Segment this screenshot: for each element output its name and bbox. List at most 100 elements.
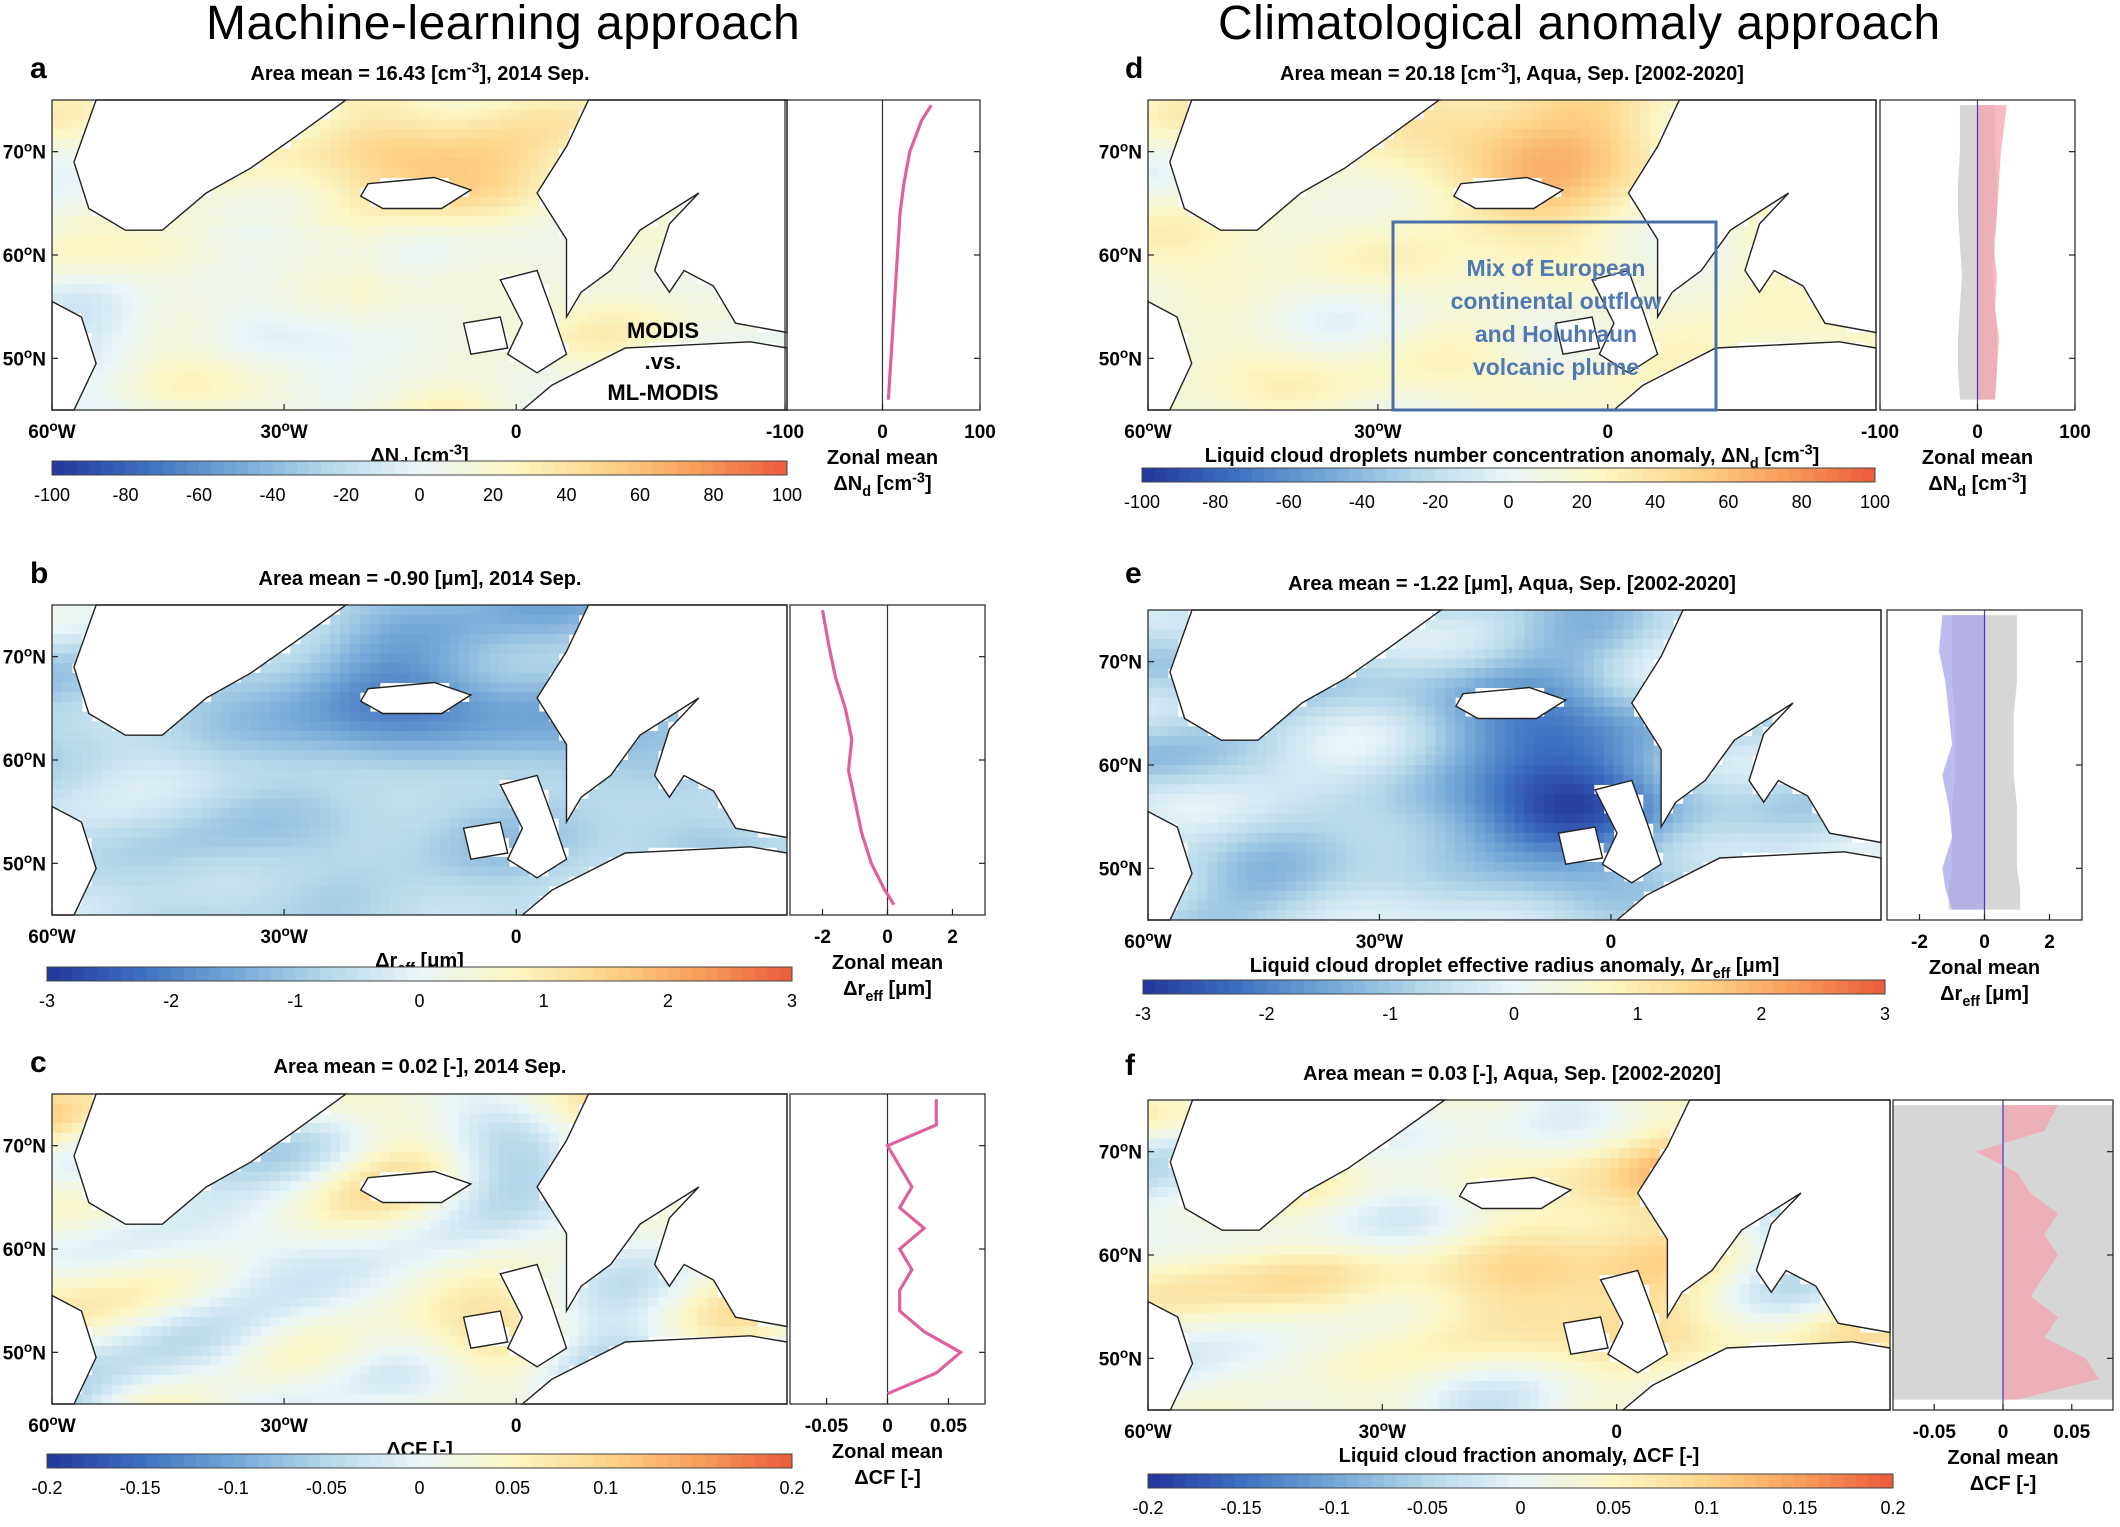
zonal-tick-label: 0.05 [930,1416,967,1437]
zonal-mean-area [1977,105,2007,400]
coastline [359,176,473,210]
colorbar-tick: 0.2 [1880,1498,1905,1518]
colorbar-c [46,1453,793,1469]
panel-title-a: Area mean = 16.43 [cm-3], 2014 Sep. [250,60,589,85]
modis-label-line: .vs. [645,349,682,374]
coastline [359,1170,473,1204]
colorbar-tick: 2 [1756,1004,1766,1024]
panel-label-b: b [30,557,48,590]
colorbar-tick: -0.05 [1407,1498,1448,1518]
lon-tick-label: 30oW [260,1413,308,1437]
zonal-xlabel: Δreff [μm] [1940,983,2029,1010]
colorbar-tick: -20 [333,485,359,505]
colorbar-tick: -0.15 [120,1478,161,1498]
colorbar-tick: 1 [1633,1004,1643,1024]
colorbar-tick: -0.2 [31,1478,62,1498]
colorbar-tick: -100 [34,485,70,505]
coastline [1591,269,1659,374]
colorbar-tick: 0.05 [495,1478,530,1498]
zonal-tick-label: 0 [1998,1422,2009,1443]
zonal-xlabel: ΔCF [-] [1970,1473,2037,1495]
region-box-label: volcanic plume [1473,354,1639,380]
heatmap-cells-b [52,605,788,916]
colorbar-a [51,460,788,476]
lon-tick-label: 60oW [28,924,76,948]
colorbar-e [1142,979,1886,995]
coastline [1454,686,1568,720]
lon-tick-label: 30oW [1359,1419,1407,1443]
colorbar-tick: -0.05 [306,1478,347,1498]
colorbar-tick: 20 [483,485,503,505]
coastline [499,269,568,374]
panel-title-f: Area mean = 0.03 [-], Aqua, Sep. [2002-2… [1303,1063,1721,1085]
panel-label-d: d [1125,52,1143,85]
modis-label-line: ML-MODIS [607,380,718,405]
map-xlabel-d: Liquid cloud droplets number concentrati… [1205,442,1820,472]
lon-tick-label: 30oW [260,924,308,948]
panel-d: d Area mean = 20.18 [cm-3], Aqua, Sep. [2… [1099,52,2091,512]
colorbar-tick: -40 [259,485,285,505]
lon-tick-label: 0 [511,1416,522,1437]
lon-tick-label: 0 [1611,1422,1622,1443]
panel-a: a Area mean = 16.43 [cm-3], 2014 Sep. 70oN… [3,52,996,505]
lat-tick-label: 50oN [1099,346,1142,370]
colorbar-tick: 0 [414,485,424,505]
coastline [536,604,788,839]
colorbar-tick: -0.15 [1221,1498,1262,1518]
lon-tick-label: 0 [511,422,522,443]
colorbar-tick: 2 [663,991,673,1011]
zonal-xlabel: ΔCF [-] [854,1467,921,1489]
colorbar-tick: 0 [414,991,424,1011]
lat-tick-label: 70oN [3,644,46,668]
panel-c: c Area mean = 0.02 [-], 2014 Sep. 70oN 60oN… [3,1046,986,1498]
panel-e: e Area mean = -1.22 [μm], Aqua, Sep. [200… [1099,557,2083,1024]
heatmap-cells-d [1148,100,1877,411]
lon-tick-label: 60oW [1124,929,1172,953]
colorbar-tick: 80 [703,485,723,505]
coastline [1452,176,1565,210]
coastline [1169,1099,1447,1231]
zonal-tick-label: -100 [1861,422,1899,443]
panel-b: b Area mean = -0.90 [μm], 2014 Sep. 70oN 60… [3,557,986,1011]
panel-label-c: c [30,1046,47,1079]
coastline [499,774,568,879]
zonal-tick-label: 0 [877,422,888,443]
colorbar-tick: 0.15 [1782,1498,1817,1518]
left-heading: Machine-learning approach [206,0,801,50]
coastline [1636,1099,1891,1334]
colorbar-tick: -3 [1135,1004,1151,1024]
zonal-tick-label: 100 [964,422,996,443]
colorbar-tick: 0.15 [681,1478,716,1498]
zonal-title: Zonal mean [832,1441,943,1463]
colorbar-tick: 3 [787,991,797,1011]
zonal-mean-area [1939,615,1985,910]
region-box-frame [1391,220,1718,412]
lon-tick-label: 60oW [1124,1419,1172,1443]
lat-tick-label: 70oN [3,1133,46,1157]
lat-tick-label: 60oN [3,748,46,772]
colorbar-tick: -1 [287,991,303,1011]
lon-tick-label: 30oW [260,419,308,443]
lat-tick-label: 60oN [1099,243,1142,267]
colorbar-tick: 80 [1792,492,1812,512]
zonal-tick-label: 0 [882,927,893,948]
coastline [73,99,349,231]
coastline [73,1093,349,1225]
colorbar-tick: 0.1 [593,1478,618,1498]
colorbar-tick: 0.05 [1596,1498,1631,1518]
colorbar-tick: 40 [1645,492,1665,512]
lat-tick-label: 60oN [3,243,46,267]
lon-tick-label: 60oW [28,419,76,443]
right-heading: Climatological anomaly approach [1218,0,1941,50]
lon-tick-label: 30oW [1354,419,1402,443]
colorbar-tick: -2 [163,991,179,1011]
panel-title-b: Area mean = -0.90 [μm], 2014 Sep. [259,568,582,590]
colorbar-tick: -60 [1276,492,1302,512]
colorbar-tick: 100 [772,485,802,505]
lat-tick-label: 50oN [1099,1346,1142,1370]
colorbar-tick: 20 [1572,492,1592,512]
zonal-mean-area [1975,1105,2100,1400]
colorbar-tick: 0 [1509,1004,1519,1024]
zonal-tick-label: 0 [1972,422,1983,443]
